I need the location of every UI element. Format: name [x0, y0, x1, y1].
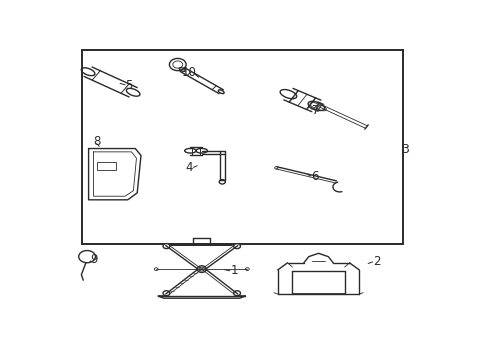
Bar: [98, 162, 116, 170]
Text: 6: 6: [311, 170, 318, 183]
Text: 8: 8: [93, 135, 100, 148]
Circle shape: [234, 291, 241, 296]
Circle shape: [163, 291, 170, 296]
Text: 10: 10: [182, 66, 197, 79]
Text: 3: 3: [401, 143, 409, 157]
Bar: [82, 50, 403, 244]
Text: 2: 2: [373, 255, 380, 268]
Text: 9: 9: [90, 253, 98, 266]
Circle shape: [197, 266, 206, 273]
Circle shape: [234, 244, 241, 249]
Text: 5: 5: [125, 78, 132, 91]
Text: 1: 1: [230, 264, 238, 277]
Text: 4: 4: [185, 161, 193, 175]
Text: 7: 7: [312, 104, 319, 117]
Circle shape: [163, 244, 170, 249]
